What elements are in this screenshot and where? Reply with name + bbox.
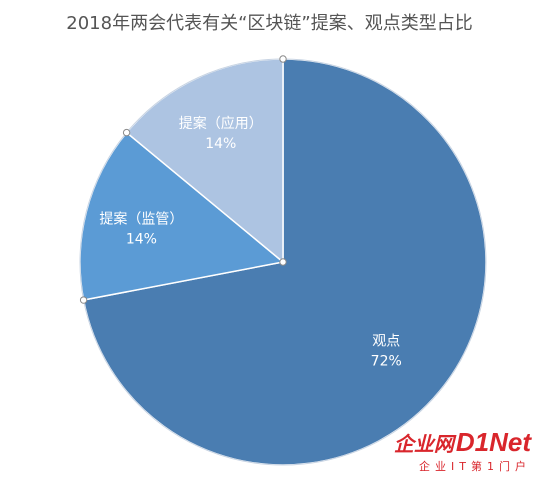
selection-handle-2[interactable] xyxy=(122,128,131,137)
chart-title: 2018年两会代表有关“区块链”提案、观点类型占比 xyxy=(66,13,473,34)
watermark-en: D1Net xyxy=(455,427,531,457)
slice-percent-1: 14% xyxy=(126,232,157,248)
slice-percent-2: 14% xyxy=(205,136,236,152)
slice-percent-0: 72% xyxy=(371,353,402,369)
watermark-sub: 企业IT第1门户 xyxy=(419,460,531,473)
watermark-logo: 企业网 D1Net 企业IT第1门户 xyxy=(394,427,531,474)
slice-label-1: 提案（监管） xyxy=(99,211,183,228)
watermark-cn: 企业网 xyxy=(393,432,454,456)
slice-label-0: 观点 xyxy=(372,333,400,349)
selection-handle-0[interactable] xyxy=(279,55,287,63)
selection-handle-3[interactable] xyxy=(279,258,287,266)
slice-label-2: 提案（应用） xyxy=(179,115,263,132)
selection-handle-1[interactable] xyxy=(79,296,88,304)
